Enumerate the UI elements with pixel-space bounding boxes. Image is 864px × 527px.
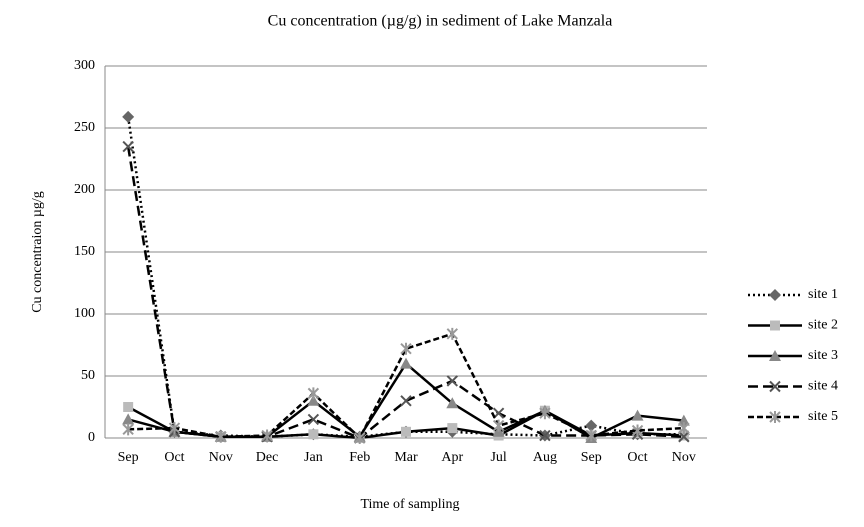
chart-title: Cu concentration (µg/g) in sediment of L… (268, 13, 613, 30)
marker (122, 140, 134, 153)
marker (308, 429, 319, 440)
x-tick-label: Aug (533, 450, 557, 465)
marker (539, 429, 551, 442)
x-tick-label: Nov (672, 450, 696, 465)
y-tick-label: 100 (74, 306, 95, 321)
marker (446, 327, 459, 340)
x-tick-label: Sep (581, 450, 602, 465)
marker (678, 422, 690, 435)
marker (307, 387, 320, 400)
marker (585, 419, 598, 432)
x-tick-label: Mar (394, 450, 418, 465)
x-tick-label: Jan (304, 450, 323, 465)
x-tick-label: Oct (627, 450, 647, 465)
y-tick-label: 50 (81, 368, 95, 383)
legend-label: site 3 (808, 348, 838, 363)
marker (401, 426, 411, 437)
marker (769, 380, 781, 393)
marker (307, 394, 320, 406)
marker (769, 411, 781, 423)
x-tick-label: Oct (164, 450, 184, 465)
marker (769, 350, 781, 361)
marker (678, 431, 690, 443)
marker (122, 413, 135, 425)
x-tick-label: Jul (490, 450, 506, 465)
x-axis-label: Time of sampling (360, 497, 459, 512)
marker (492, 419, 505, 432)
marker (400, 342, 412, 355)
marker (631, 424, 644, 437)
y-tick-label: 300 (74, 58, 95, 73)
marker (585, 429, 597, 442)
y-tick-label: 150 (74, 244, 95, 259)
marker (261, 429, 273, 442)
x-tick-label: Apr (441, 450, 463, 465)
marker (446, 397, 459, 409)
y-tick-label: 0 (88, 430, 95, 445)
x-tick-label: Dec (256, 450, 279, 465)
marker (446, 375, 459, 387)
marker (677, 414, 690, 426)
x-tick-label: Nov (209, 450, 233, 465)
x-tick-label: Feb (349, 450, 370, 465)
x-tick-label: Sep (118, 450, 139, 465)
marker (353, 432, 366, 444)
marker (123, 402, 134, 412)
legend-label: site 4 (808, 379, 838, 394)
marker (122, 423, 134, 436)
marker (539, 407, 551, 420)
marker (447, 423, 458, 434)
y-axis-label: Cu concentraion µg/g (30, 191, 45, 313)
legend-label: site 5 (808, 409, 838, 424)
marker (769, 289, 781, 301)
legend-label: site 1 (808, 287, 838, 302)
marker (400, 357, 412, 369)
marker (168, 422, 181, 435)
series-line (126, 116, 684, 439)
y-tick-label: 200 (74, 182, 95, 197)
legend-label: site 2 (808, 318, 838, 333)
marker (307, 413, 320, 426)
marker (631, 409, 644, 421)
marker (122, 110, 135, 123)
marker (770, 320, 780, 331)
y-tick-label: 250 (74, 120, 95, 135)
marker (400, 395, 412, 407)
marker (215, 430, 227, 443)
